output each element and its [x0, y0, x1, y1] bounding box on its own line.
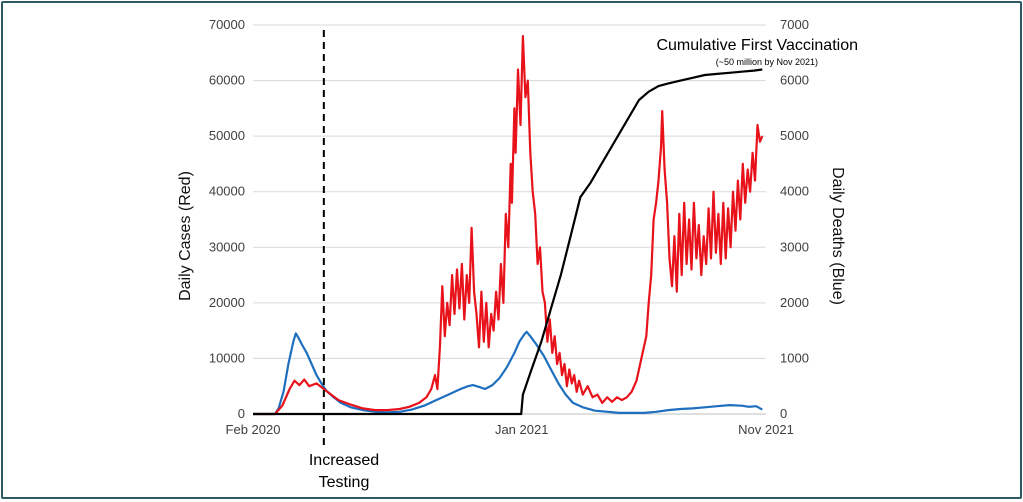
right-tick-label: 3000 — [780, 239, 809, 254]
right-tick-label: 0 — [780, 406, 787, 421]
right-axis-label: Daily Deaths (Blue) — [829, 167, 846, 305]
right-axis-ticks: 0 1000 2000 3000 4000 5000 6000 7000 — [780, 17, 809, 421]
right-tick-label: 5000 — [780, 128, 809, 143]
daily-cases-line — [253, 35, 764, 416]
right-tick-label: 2000 — [780, 295, 809, 310]
right-tick-label: 1000 — [780, 350, 809, 365]
left-tick-label: 10000 — [209, 350, 245, 365]
left-tick-label: 30000 — [209, 239, 245, 254]
x-axis-ticks: Feb 2020 Jan 2021 Nov 2021 — [226, 422, 794, 437]
vaccination-note: (~50 million by Nov 2021) — [716, 57, 818, 67]
x-tick-label: Nov 2021 — [738, 422, 794, 437]
right-tick-label: 6000 — [780, 73, 809, 88]
increased-testing-label-line2: Testing — [319, 474, 370, 491]
vaccination-label: Cumulative First Vaccination — [656, 37, 858, 54]
right-tick-label: 4000 — [780, 184, 809, 199]
left-tick-label: 40000 — [209, 184, 245, 199]
daily-deaths-line — [253, 330, 763, 416]
left-tick-label: 70000 — [209, 17, 245, 32]
left-tick-label: 0 — [238, 406, 245, 421]
left-tick-label: 50000 — [209, 128, 245, 143]
cumulative-vaccination-line — [253, 68, 763, 416]
gridlines — [253, 24, 766, 359]
series-layer — [253, 35, 764, 416]
left-axis-ticks: 0 10000 20000 30000 40000 50000 60000 70000 — [209, 17, 245, 421]
right-tick-label: 7000 — [780, 17, 809, 32]
x-tick-label: Jan 2021 — [495, 422, 549, 437]
increased-testing-label-line1: Increased — [309, 452, 379, 469]
chart-svg: 0 10000 20000 30000 40000 50000 60000 70000 0 10… — [177, 17, 858, 491]
left-axis-label: Daily Cases (Red) — [177, 171, 194, 301]
x-tick-label: Feb 2020 — [226, 422, 281, 437]
left-tick-label: 20000 — [209, 295, 245, 310]
left-tick-label: 60000 — [209, 73, 245, 88]
